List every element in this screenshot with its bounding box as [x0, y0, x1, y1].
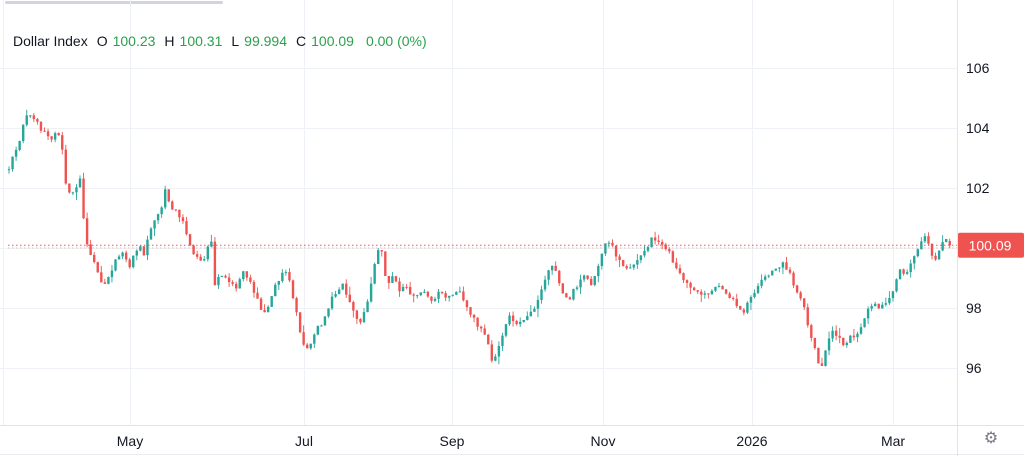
low-label: L: [231, 33, 240, 49]
open-label: O: [96, 33, 108, 49]
close-value: 100.09: [311, 33, 354, 49]
open-value: 100.23: [112, 33, 156, 49]
pane-divider-bar: [5, 1, 223, 4]
y-axis-tick-label: 106: [966, 60, 990, 76]
y-axis-tick-label: 102: [966, 180, 990, 196]
change-value: 0.00 (0%): [365, 33, 427, 49]
y-axis-tick-label: 104: [966, 120, 990, 136]
high-label: H: [164, 33, 175, 49]
y-axis-tick-label: 96: [966, 360, 982, 376]
x-axis-label: Jul: [295, 433, 313, 449]
gear-icon: ⚙: [983, 428, 999, 447]
price-scale[interactable]: 106 104 102 98 96: [966, 60, 990, 376]
time-scale[interactable]: May Jul Sep Nov 2026 Mar: [117, 433, 906, 449]
svg-text:100.09: 100.09: [969, 237, 1012, 253]
symbol-name[interactable]: Dollar Index: [13, 33, 88, 49]
price-tag: 100.09: [958, 232, 1024, 258]
grid-layer: [0, 0, 957, 425]
candles-layer: [7, 109, 951, 367]
high-value: 100.31: [179, 33, 223, 49]
x-axis-label: Mar: [881, 433, 905, 449]
y-axis-tick-label: 98: [966, 300, 982, 316]
x-axis-label: May: [117, 433, 143, 449]
close-label: C: [296, 33, 307, 49]
x-axis-label: Nov: [591, 433, 616, 449]
x-axis-label: 2026: [736, 433, 767, 449]
low-value: 99.994: [244, 33, 287, 49]
settings-button[interactable]: ⚙: [979, 427, 1003, 449]
x-axis-label: Sep: [440, 433, 465, 449]
chart-legend: Dollar Index O 100.23 H 100.31 L 99.994 …: [13, 33, 436, 51]
last-price-line: [8, 244, 957, 249]
